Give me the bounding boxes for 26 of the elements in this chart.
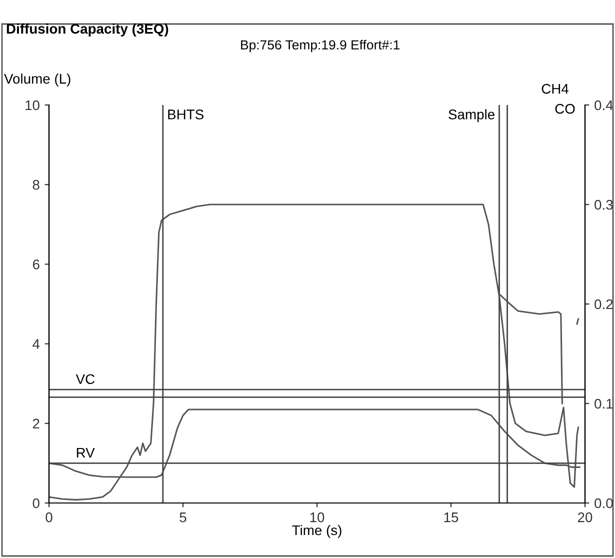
- y2-tick-label: 0.2: [594, 299, 613, 310]
- x-tick-label: 10: [310, 512, 324, 522]
- x-tick-label: 20: [578, 512, 592, 522]
- ref-line-label: RV: [76, 448, 95, 458]
- y-tick-label: 10: [26, 100, 40, 110]
- y-tick-label: 4: [32, 339, 40, 349]
- y2-tick-label: 0.3: [594, 200, 613, 210]
- chart-title: Diffusion Capacity (3EQ): [6, 24, 168, 36]
- ref-line-label: BHTS: [168, 110, 204, 120]
- text: CH4: [542, 84, 568, 94]
- x-tick-label: 5: [180, 512, 186, 522]
- y2-tick-label: 0.0: [594, 498, 613, 508]
- y-tick-label: 0: [32, 498, 40, 508]
- y2-tick-label: 0.4: [594, 100, 613, 110]
- y-tick-label: 2: [32, 418, 40, 428]
- x-tick-label: 0: [46, 512, 52, 522]
- x-tick-label: 15: [444, 512, 458, 522]
- annotation: CO: [555, 104, 575, 114]
- y2-tick-label: 0.1: [594, 398, 613, 409]
- x-axis-title: Time (s): [292, 524, 342, 538]
- ref-line-label: VC: [76, 374, 95, 384]
- chart-subtitle: Bp:756 Temp:19.9 Effort#:1: [241, 40, 400, 52]
- y-tick-label: 8: [32, 180, 40, 190]
- y-axis-title: Volume (L): [4, 74, 70, 86]
- ref-line-label: Sample: [448, 109, 494, 122]
- y-tick-label: 6: [32, 260, 40, 270]
